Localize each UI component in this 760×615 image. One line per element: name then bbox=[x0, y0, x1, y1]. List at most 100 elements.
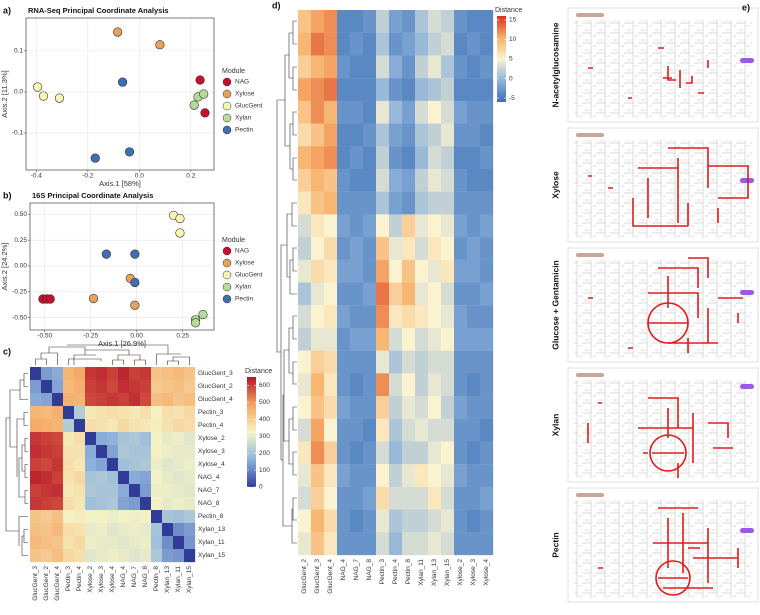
heatmap-cell bbox=[85, 510, 97, 524]
heatmap-cell bbox=[467, 305, 481, 329]
heatmap-cell bbox=[402, 486, 416, 510]
heatmap-cell bbox=[480, 55, 494, 79]
column-label: Pectin_3 bbox=[379, 559, 386, 585]
heatmap-cell bbox=[129, 497, 141, 511]
heatmap-cell bbox=[311, 418, 325, 442]
heatmap-cell bbox=[454, 327, 468, 351]
colorbar-label: 100 bbox=[259, 467, 270, 474]
heatmap-cell bbox=[467, 282, 481, 306]
heatmap-cell bbox=[41, 393, 53, 407]
heatmap-cell bbox=[415, 350, 429, 374]
heatmap-cell bbox=[480, 464, 494, 488]
heatmap-cell bbox=[30, 471, 42, 485]
map-highlight bbox=[588, 147, 749, 227]
legend-label: GlucGent bbox=[235, 272, 263, 279]
data-point bbox=[198, 309, 208, 320]
heatmap-cell bbox=[467, 191, 481, 215]
dendrogram bbox=[276, 20, 297, 544]
heatmap-cell bbox=[151, 419, 163, 433]
heatmap-cell bbox=[480, 78, 494, 101]
legend-title: Distance bbox=[495, 7, 522, 14]
heatmap-cell bbox=[151, 523, 163, 537]
heatmap-cell bbox=[151, 432, 163, 446]
heatmap-cell bbox=[52, 484, 64, 498]
heatmap-cell bbox=[402, 123, 416, 147]
heatmap-cell bbox=[41, 406, 53, 420]
heatmap-cell bbox=[363, 396, 377, 419]
row-label: Xylan_13 bbox=[198, 526, 225, 533]
heatmap-cell bbox=[184, 458, 196, 472]
panel-label: a) bbox=[3, 5, 11, 15]
heatmap-cell bbox=[311, 282, 325, 306]
map-network bbox=[574, 260, 752, 358]
row-label: Pectin_3 bbox=[198, 409, 224, 416]
heatmap-cell bbox=[350, 327, 364, 351]
heatmap-cell bbox=[467, 259, 481, 283]
colorbar-label: 0 bbox=[259, 484, 263, 491]
heatmap-cell bbox=[454, 282, 468, 306]
heatmap-cell bbox=[454, 55, 468, 79]
heatmap-cell bbox=[467, 100, 481, 124]
heatmap-cell bbox=[415, 32, 429, 56]
heatmap-cell bbox=[389, 100, 403, 124]
x-tick-label: -0.4 bbox=[31, 173, 43, 180]
heatmap-cell bbox=[428, 214, 442, 238]
heatmap-cell bbox=[324, 214, 338, 238]
heatmap-cell bbox=[389, 55, 403, 79]
heatmap-cell bbox=[118, 549, 130, 563]
heatmap-cell bbox=[30, 510, 42, 524]
heatmap-cell bbox=[363, 259, 377, 283]
heatmap-cell bbox=[298, 146, 312, 170]
heatmap-cell bbox=[363, 78, 377, 101]
heatmap-cell bbox=[52, 445, 64, 459]
heatmap-cell bbox=[41, 367, 53, 381]
heatmap-cell bbox=[428, 55, 442, 79]
condition-label: N-acetylglucosamine bbox=[550, 22, 560, 107]
heatmap-cell bbox=[350, 191, 364, 215]
heatmap-cell bbox=[376, 32, 390, 56]
x-tick-label: 0.0 bbox=[135, 173, 144, 180]
heatmap-cell bbox=[140, 419, 152, 433]
heatmap-cell bbox=[389, 464, 403, 488]
column-label: Xylose_3 bbox=[98, 566, 105, 593]
colorbar-label: 10 bbox=[509, 36, 517, 43]
heatmap-cell bbox=[173, 445, 185, 459]
column-label: GlucGent_4 bbox=[54, 566, 61, 601]
data-point bbox=[189, 100, 199, 110]
heatmap-cell bbox=[415, 418, 429, 442]
heatmap-cell bbox=[389, 327, 403, 351]
heatmap-cell bbox=[376, 441, 390, 465]
heatmap-cell bbox=[298, 55, 312, 79]
heatmap-cell bbox=[41, 497, 53, 511]
heatmap-cell bbox=[85, 367, 97, 381]
heatmap-cell bbox=[85, 406, 97, 420]
heatmap-cell bbox=[74, 367, 86, 381]
heatmap-cell bbox=[363, 32, 377, 56]
heatmap-cell bbox=[118, 380, 130, 394]
heatmap-cell bbox=[415, 191, 429, 215]
column-label: Xylan_13 bbox=[164, 566, 171, 593]
heatmap-cell bbox=[162, 419, 174, 433]
heatmap-cell bbox=[41, 484, 53, 498]
heatmap-cell bbox=[454, 418, 468, 442]
heatmap-cell bbox=[337, 441, 351, 465]
heatmap-cell bbox=[402, 305, 416, 329]
map-highlight bbox=[588, 257, 743, 353]
heatmap-cell bbox=[74, 471, 86, 485]
heatmap-cell bbox=[467, 146, 481, 170]
heatmap-cell bbox=[85, 445, 97, 459]
pathway-map bbox=[567, 127, 759, 243]
column-label: Xylose_3 bbox=[470, 559, 477, 586]
legend-label: NAG bbox=[235, 248, 249, 255]
heatmap-cell bbox=[324, 32, 338, 56]
heatmap-cell bbox=[402, 396, 416, 419]
heatmap-cell bbox=[376, 418, 390, 442]
heatmap-cell bbox=[52, 471, 64, 485]
heatmap-cell bbox=[480, 373, 494, 397]
colorbar-label: 400 bbox=[259, 416, 270, 423]
column-label: Xylan_11 bbox=[175, 566, 182, 593]
heatmap-cell bbox=[350, 373, 364, 397]
heatmap-cell bbox=[162, 484, 174, 498]
heatmap-cell bbox=[402, 10, 416, 33]
heatmap-cell bbox=[454, 350, 468, 374]
